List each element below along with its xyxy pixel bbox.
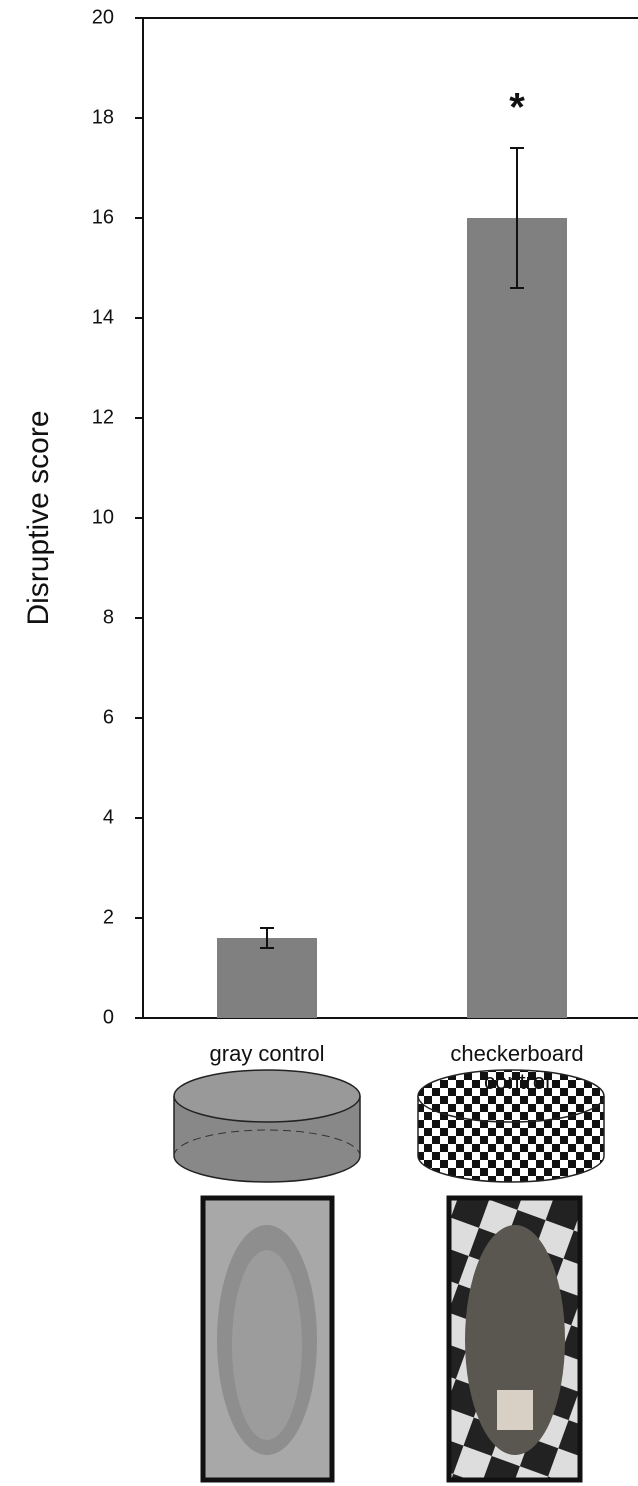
gray-photo	[203, 1198, 332, 1480]
y-tick-label: 4	[103, 806, 114, 828]
x-tick-label: checkerboard control	[432, 1040, 602, 1096]
bar	[467, 218, 567, 1018]
page: {"chart_data": {"type": "bar", "y_label"…	[0, 0, 638, 1486]
y-tick-label: 18	[92, 106, 114, 128]
chart: Disruptive score 0 2 4 6 8 10 12 14 16 18 20 *	[0, 0, 638, 1486]
gray-cylinder	[174, 1070, 360, 1182]
y-axis-label: Disruptive score	[22, 410, 55, 625]
y-tick-label: 0	[103, 1006, 114, 1028]
y-tick-label: 20	[92, 6, 114, 28]
y-tick-label: 2	[103, 906, 114, 928]
bar	[217, 938, 317, 1018]
y-tick-label: 8	[103, 606, 114, 628]
y-tick-label: 16	[92, 206, 114, 228]
annotation: *	[509, 86, 525, 130]
y-tick-label: 12	[92, 406, 114, 428]
y-tick-label: 14	[92, 306, 114, 328]
x-tick-label: gray control	[182, 1040, 352, 1068]
y-tick-label: 10	[92, 506, 114, 528]
y-tick-label: 6	[103, 706, 114, 728]
checkerboard-photo	[449, 1198, 580, 1480]
